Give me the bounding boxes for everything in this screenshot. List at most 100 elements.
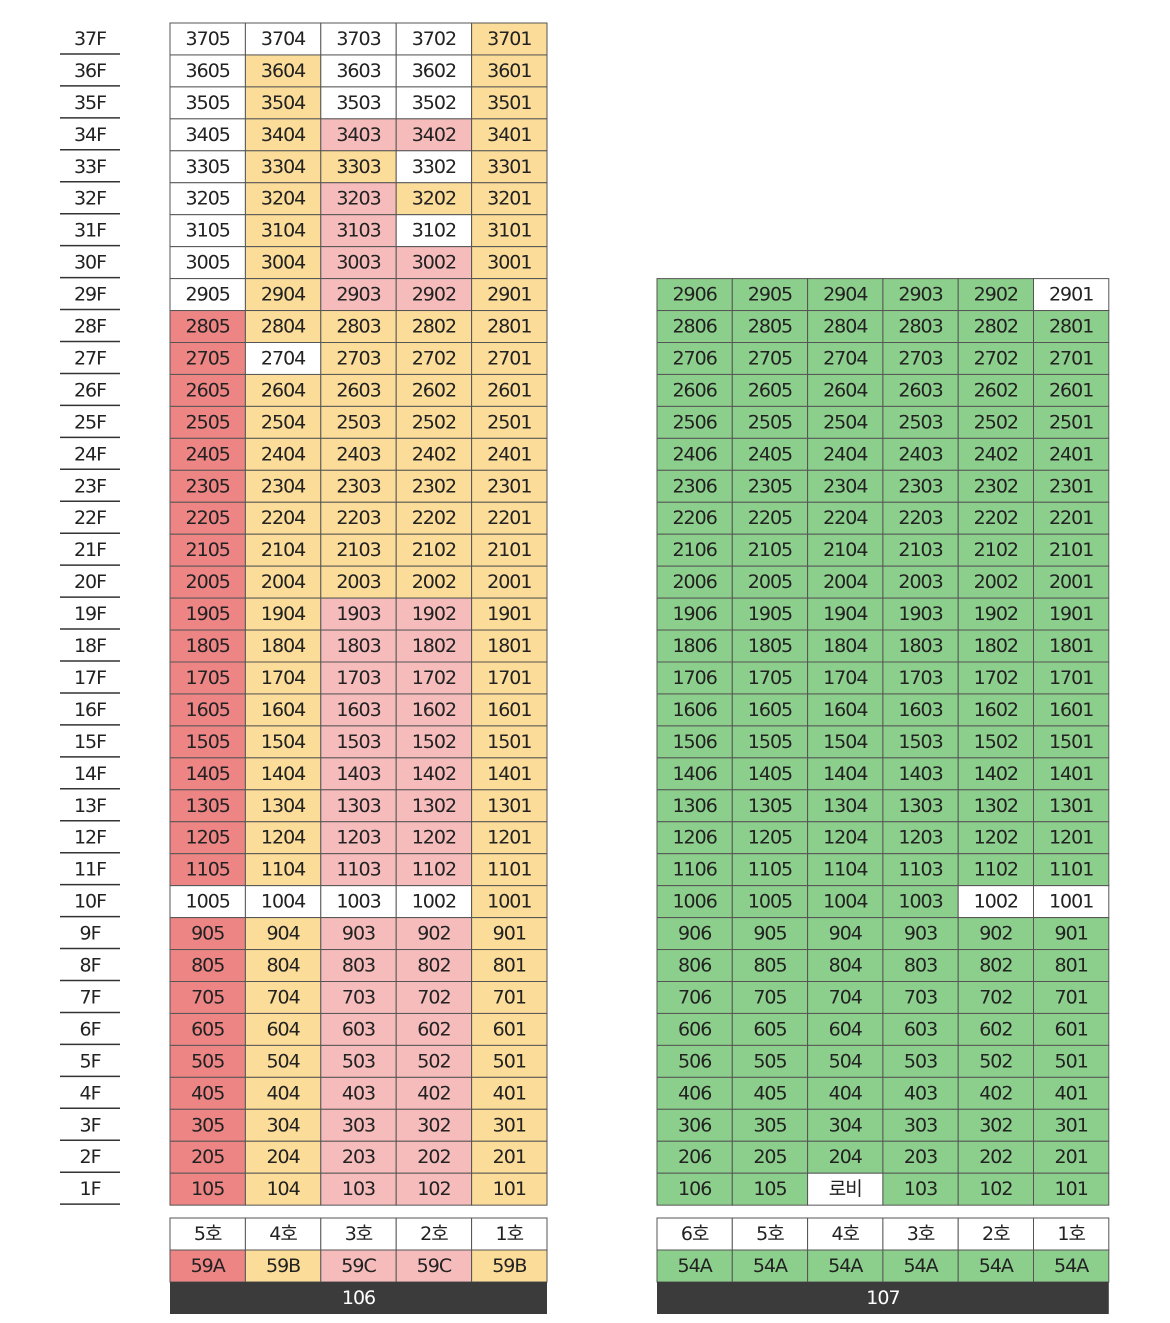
unit-number: 1206: [672, 827, 716, 849]
unit-cell: [395, 757, 473, 791]
unit-number: 2603: [898, 379, 942, 401]
unit-number: 405: [191, 1082, 224, 1104]
unit-cell: [471, 1044, 548, 1078]
unit-cell: [169, 1108, 246, 1142]
unit-cell: [244, 853, 322, 887]
unit-cell: [731, 597, 809, 631]
unit-cell: [244, 981, 322, 1014]
unit-number: 1906: [672, 603, 716, 625]
unit-cell: [957, 278, 1035, 312]
unit-cell: [957, 853, 1035, 887]
unit-cell: [471, 949, 548, 982]
unit-cell: [807, 725, 884, 759]
unit-cell: [244, 1044, 322, 1078]
unit-line-cell: [244, 1217, 322, 1251]
unit-cell: [320, 1076, 397, 1110]
unit-number: 302: [979, 1114, 1012, 1136]
unit-cell: [471, 917, 548, 951]
unit-cell: [807, 405, 884, 439]
unit-number: 1603: [898, 699, 942, 721]
unit-number: 2001: [487, 571, 531, 593]
unit-number: 301: [1055, 1114, 1088, 1136]
unit-number: 2001: [1049, 571, 1093, 593]
unit-number: 1202: [974, 827, 1018, 849]
unit-cell: [656, 1076, 733, 1110]
unit-cell: [1033, 437, 1110, 471]
unit-number: 1303: [336, 795, 380, 817]
unit-cell: [169, 246, 246, 280]
unit-cell: [882, 405, 959, 439]
unit-number: 1101: [1049, 859, 1093, 881]
unit-number: 1701: [487, 667, 531, 689]
unit-cell: [471, 853, 548, 887]
unit-number: 1604: [261, 699, 306, 721]
unit-number: 1402: [974, 763, 1018, 785]
unit-number: 101: [493, 1178, 526, 1200]
unit-number: 1604: [823, 699, 868, 721]
unit-cell: [1033, 405, 1110, 439]
unit-cell: [882, 310, 959, 343]
unit-number: 2003: [336, 571, 380, 593]
unit-number: 805: [753, 955, 786, 977]
floor-label: 36F: [74, 60, 106, 82]
unit-cell: [320, 214, 397, 248]
unit-cell: [320, 246, 397, 280]
unit-number: 1804: [261, 635, 306, 657]
unit-cell: [807, 1044, 884, 1078]
unit-cell: [807, 629, 884, 663]
unit-number: 1303: [898, 795, 942, 817]
unit-cell: [320, 1108, 397, 1142]
unit-cell: [169, 885, 246, 919]
unit-number: 2506: [672, 411, 716, 433]
unit-number: 105: [753, 1178, 786, 1200]
unit-number: 2706: [672, 347, 716, 369]
unit-cell: [169, 757, 246, 791]
unit-number: 2602: [412, 379, 456, 401]
unit-number: 3503: [336, 92, 380, 114]
type-cell: [169, 1249, 246, 1283]
floor-label: 13F: [74, 795, 106, 817]
unit-cell: [731, 1076, 809, 1110]
unit-number: 1404: [261, 763, 306, 785]
floor-label: 8F: [79, 955, 100, 977]
unit-cell: [320, 150, 397, 184]
unit-number: 1901: [1049, 603, 1093, 625]
unit-number: 2901: [487, 284, 531, 306]
floor-label: 9F: [79, 923, 100, 945]
floor-label: 32F: [74, 188, 106, 210]
unit-number: 2202: [412, 507, 456, 529]
building-bar: [657, 1282, 1109, 1314]
unit-number: 2003: [898, 571, 942, 593]
unit-number: 3302: [412, 156, 456, 178]
unit-number: 904: [266, 923, 300, 945]
unit-number: 2702: [412, 347, 456, 369]
unit-number: 3201: [487, 188, 531, 210]
unit-cell: [807, 693, 884, 727]
unit-cell: [244, 310, 322, 343]
unit-number: 3001: [487, 252, 531, 274]
unit-cell: [395, 373, 473, 407]
unit-number: 701: [493, 986, 526, 1008]
unit-number: 2203: [898, 507, 942, 529]
unit-cell: [169, 310, 246, 343]
unit-number: 1503: [898, 731, 942, 753]
floor-label: 19F: [74, 603, 106, 625]
floor-label: 20F: [74, 571, 106, 593]
unit-number: 2601: [487, 379, 531, 401]
unit-number: 2801: [1049, 316, 1093, 338]
unit-number: 202: [417, 1146, 450, 1168]
unit-number: 3704: [261, 28, 306, 50]
floor-label: 10F: [74, 891, 106, 913]
unit-cell: [656, 597, 733, 631]
unit-cell: [1033, 278, 1110, 312]
unit-cell: [169, 278, 246, 312]
unit-cell: [731, 885, 809, 919]
unit-cell: [882, 1012, 959, 1046]
unit-number: 2604: [823, 379, 868, 401]
unit-cell: [807, 789, 884, 823]
unit-number: 2905: [748, 284, 792, 306]
unit-number: 301: [493, 1114, 526, 1136]
unit-number: 405: [753, 1082, 786, 1104]
unit-cell: [395, 853, 473, 887]
unit-number: 503: [342, 1050, 375, 1072]
